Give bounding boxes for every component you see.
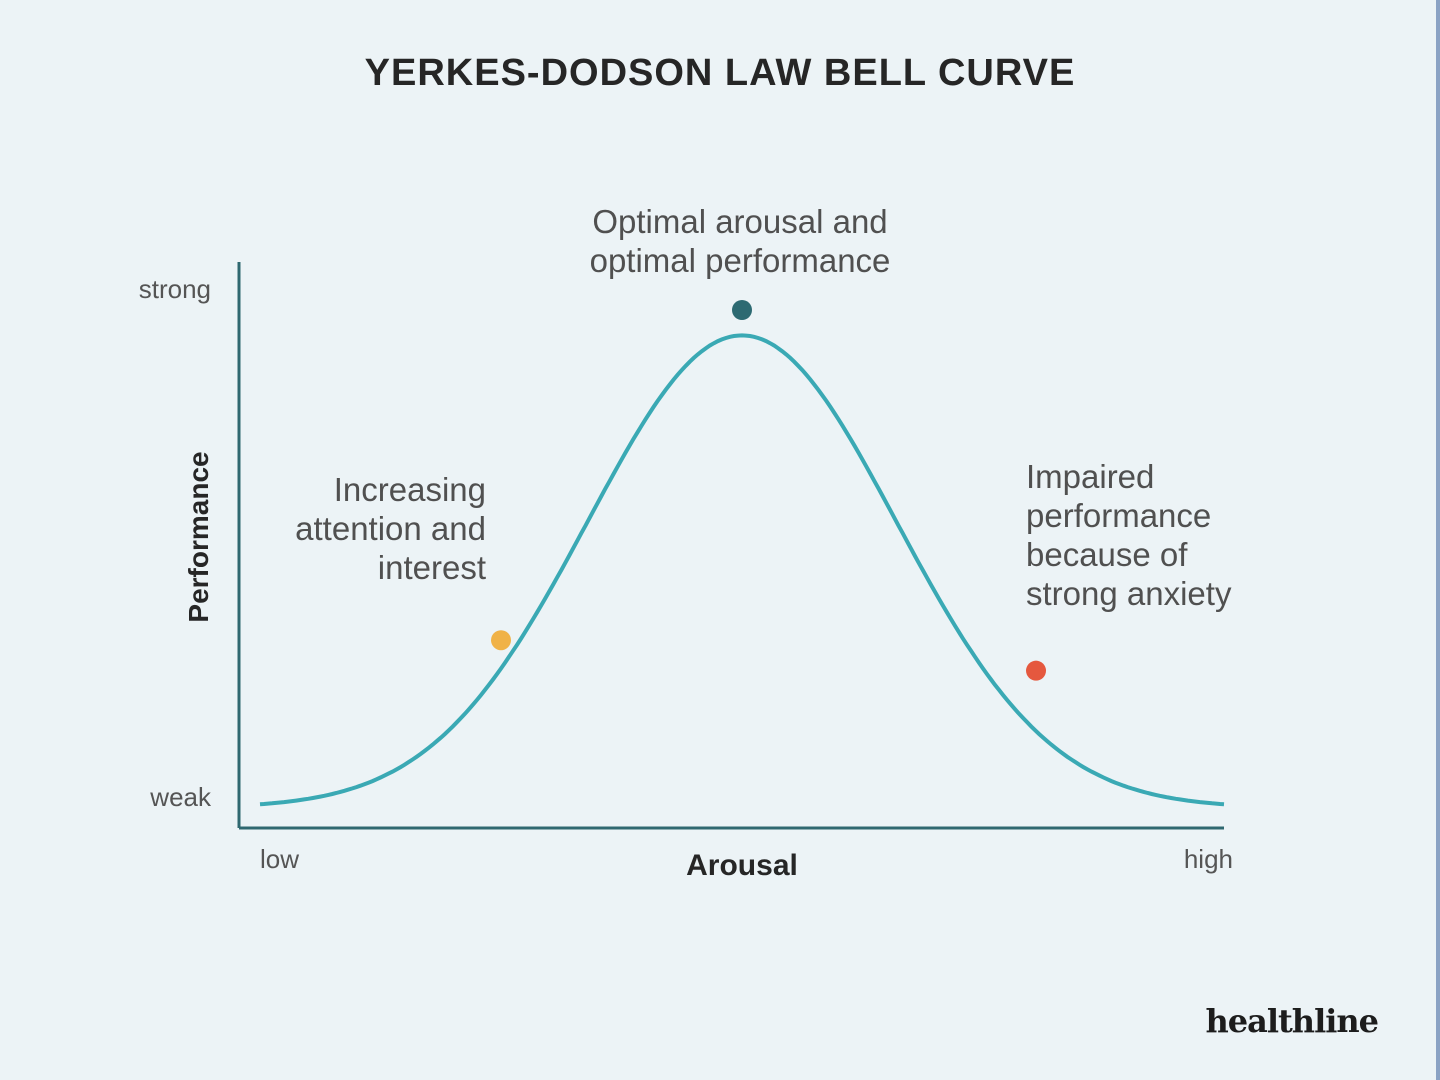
annotation-impaired-line: performance — [1026, 497, 1212, 534]
annotation-optimal-line: Optimal arousal and — [592, 203, 888, 240]
annotation-optimal-line: optimal performance — [589, 242, 891, 279]
annotation-impaired-performance: Impaired performance because of strong a… — [1026, 457, 1231, 613]
x-tick-label-high: high — [1184, 844, 1233, 874]
annotation-increasing-line: attention and — [295, 510, 486, 547]
annotation-increasing-line: interest — [377, 549, 486, 586]
annotation-optimal: Optimal arousal and optimal performance — [480, 202, 1000, 280]
y-tick-label-weak: weak — [149, 782, 212, 812]
healthline-logo: healthline — [1205, 1002, 1379, 1040]
impaired-performance-point — [1026, 660, 1047, 681]
annotation-increasing-attention: Increasing attention and interest — [180, 470, 486, 587]
y-tick-label-strong: strong — [139, 274, 211, 304]
increasing-attention-point — [491, 630, 511, 651]
annotation-increasing-line: Increasing — [333, 471, 486, 508]
y-axis-title: Performance — [183, 451, 214, 622]
chart-title: YERKES-DODSON LAW BELL CURVE — [364, 52, 1076, 94]
x-tick-label-low: low — [260, 844, 299, 874]
bell-curve-line — [259, 333, 1225, 807]
optimal-point — [732, 300, 752, 320]
x-axis-title: Arousal — [686, 849, 798, 882]
annotation-impaired-line: because of — [1026, 536, 1188, 573]
annotation-impaired-line: Impaired — [1026, 458, 1155, 495]
right-edge-border — [1436, 0, 1440, 1080]
annotation-impaired-line: strong anxiety — [1026, 575, 1232, 612]
